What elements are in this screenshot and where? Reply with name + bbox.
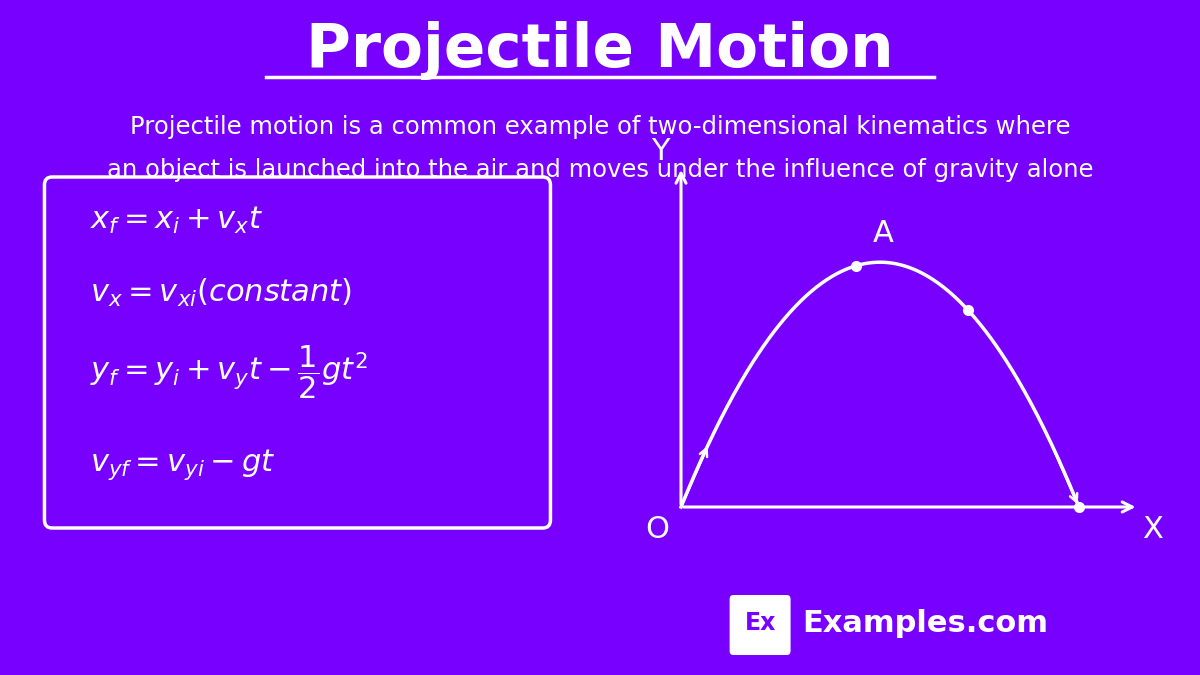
FancyBboxPatch shape xyxy=(44,177,551,528)
Text: Examples.com: Examples.com xyxy=(802,608,1048,637)
Text: Projectile Motion: Projectile Motion xyxy=(306,20,894,80)
Text: an object is launched into the air and moves under the influence of gravity alon: an object is launched into the air and m… xyxy=(107,158,1093,182)
Text: $y_f = y_i + v_y t - \dfrac{1}{2}gt^2$: $y_f = y_i + v_y t - \dfrac{1}{2}gt^2$ xyxy=(90,343,368,401)
Text: Y: Y xyxy=(650,138,670,167)
Text: $x_f = x_i + v_x t$: $x_f = x_i + v_x t$ xyxy=(90,205,264,236)
Text: $v_x = v_{xi}(constant)$: $v_x = v_{xi}(constant)$ xyxy=(90,277,353,309)
Text: Ex: Ex xyxy=(744,611,775,635)
Text: O: O xyxy=(646,514,670,543)
Text: $v_{yf} = v_{yi} - gt$: $v_{yf} = v_{yi} - gt$ xyxy=(90,448,276,483)
Text: X: X xyxy=(1142,514,1163,543)
Text: A: A xyxy=(872,219,893,248)
FancyBboxPatch shape xyxy=(730,595,791,655)
Text: Projectile motion is a common example of two-dimensional kinematics where: Projectile motion is a common example of… xyxy=(130,115,1070,139)
